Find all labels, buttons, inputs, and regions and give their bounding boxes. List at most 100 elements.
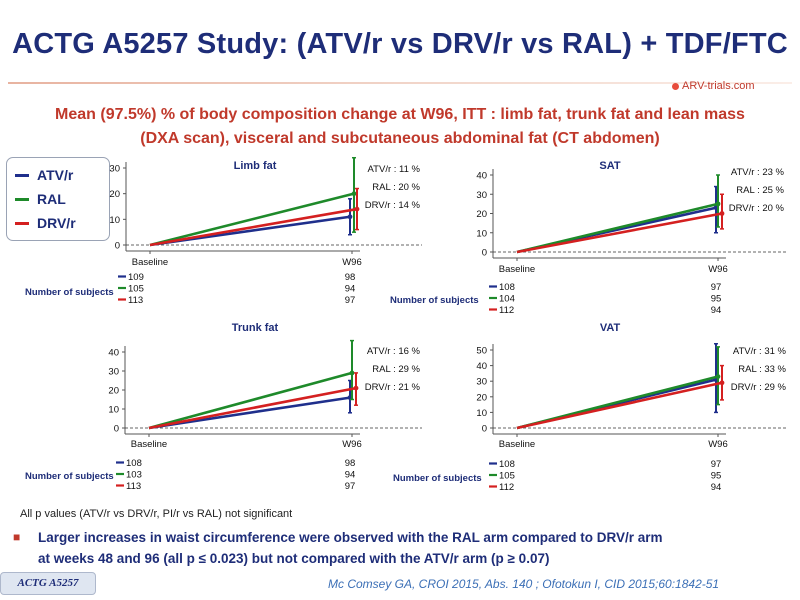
chart-3-line-drv <box>148 386 357 430</box>
bullet-line-1: Larger increases in waist circumference … <box>38 530 663 545</box>
chart-1-value-label-atv: ATV/r : 11 % <box>368 164 421 175</box>
chart-1-point-atv <box>347 214 353 220</box>
chart-1-value-label-drv: DRV/r : 14 % <box>365 200 421 211</box>
legend-label-ral: RAL <box>37 191 66 207</box>
p-value-note: All p values (ATV/r vs DRV/r, PI/r vs RA… <box>20 508 293 520</box>
chart-4-point-ral <box>715 374 721 379</box>
chart-3-y-tick-label: 10 <box>108 405 119 416</box>
chart-2-y-tick-label: 10 <box>476 228 487 239</box>
chart-2-point-drv <box>719 211 725 216</box>
title-divider <box>8 82 792 84</box>
chart-1-y-tick-label: 0 <box>115 241 120 252</box>
chart-1-y-tick-label: 10 <box>109 215 120 226</box>
chart-3-y-tick-label: 20 <box>108 386 119 397</box>
chart-3-line-ral <box>148 371 353 430</box>
chart-4-value-label-drv: DRV/r : 29 % <box>731 382 787 393</box>
chart-4-y-tick-label: 10 <box>476 408 487 419</box>
subtitle-line-1: Mean (97.5%) % of body composition chang… <box>55 106 745 123</box>
citation: Mc Comsey GA, CROI 2015, Abs. 140 ; Ofot… <box>328 577 720 591</box>
chart-3-x-tick-label-w96: W96 <box>342 439 362 450</box>
chart-1-line-drv <box>149 207 358 247</box>
chart-1-y-tick-label: 30 <box>109 164 120 175</box>
legend-label-atv: ATV/r <box>37 167 74 183</box>
chart-2-subjects-label: Number of subjects <box>390 295 479 306</box>
chart-4-subjects-w96-drv: 94 <box>711 482 722 493</box>
chart-3-subjects-w96-atv: 98 <box>345 458 356 469</box>
chart-1-subjects-baseline-atv: 109 <box>128 272 144 283</box>
chart-3-point-ral <box>349 370 355 376</box>
chart-3-subjects-label: Number of subjects <box>25 471 114 482</box>
conclusion-bullet: Larger increases in waist circumference … <box>38 527 773 569</box>
logo-dot-icon <box>672 82 679 90</box>
chart-1-point-drv <box>354 206 360 212</box>
page-title: ACTG A5257 Study: (ATV/r vs DRV/r vs RAL… <box>12 28 788 60</box>
legend-label-drv: DRV/r <box>37 215 76 231</box>
chart-3-value-label-atv: ATV/r : 16 % <box>367 346 421 357</box>
chart-3-subjects-w96-ral: 94 <box>345 470 356 481</box>
chart-1-y-tick-label: 20 <box>109 189 120 200</box>
chart-3-line-atv <box>148 396 351 430</box>
legend-swatch-atv <box>15 173 29 177</box>
chart-3-x-tick-label-baseline: Baseline <box>131 439 167 450</box>
chart-4-subjects-baseline-drv: 112 <box>499 482 514 493</box>
legend-swatch-drv <box>15 221 29 225</box>
chart-1-line-ral <box>149 192 355 247</box>
chart-4-subjects-baseline-ral: 105 <box>499 471 515 482</box>
chart-4-x-tick-label-w96: W96 <box>708 439 728 450</box>
chart-3-value-label-drv: DRV/r : 21 % <box>365 382 421 393</box>
chart-1-title: Limb fat <box>234 160 277 172</box>
chart-1-point-ral <box>351 191 357 197</box>
chart-1-x-tick-label-baseline: Baseline <box>132 257 168 268</box>
chart-2-subjects-baseline-drv: 112 <box>499 305 514 316</box>
chart-1-x-tick-label-w96: W96 <box>342 257 362 268</box>
chart-2-y-tick-label: 40 <box>476 171 487 182</box>
chart-1-subjects-baseline-drv: 113 <box>128 295 143 306</box>
chart-2-subjects-w96-ral: 95 <box>711 294 722 305</box>
chart-3-subjects-baseline-drv: 113 <box>126 481 141 492</box>
bullet-line-2: at weeks 48 and 96 (all p ≤ 0.023) but n… <box>38 551 550 566</box>
chart-3-title: Trunk fat <box>232 322 279 334</box>
chart-4-line-drv <box>516 381 723 430</box>
legend-item-atv: ATV/r <box>15 164 73 186</box>
chart-3-value-label-ral: RAL : 29 % <box>372 364 420 375</box>
chart-4-y-tick-label: 30 <box>476 377 487 388</box>
chart-2-point-ral <box>715 201 721 207</box>
chart-3-subjects-w96-drv: 97 <box>345 481 356 492</box>
chart-2-subjects-w96-atv: 97 <box>711 282 722 293</box>
chart-2-y-tick-label: 0 <box>482 248 487 259</box>
legend-swatch-ral <box>15 197 29 201</box>
chart-4-value-label-ral: RAL : 33 % <box>738 364 786 375</box>
chart-2-y-tick-label: 30 <box>476 190 487 201</box>
chart-4-subjects-baseline-atv: 108 <box>499 459 515 470</box>
chart-2-line-drv <box>516 212 723 254</box>
chart-2-value-label-drv: DRV/r : 20 % <box>729 203 785 214</box>
chart-4-y-tick-label: 40 <box>476 361 487 372</box>
chart-1-subjects-baseline-ral: 105 <box>128 284 144 295</box>
chart-2-x-tick-label-baseline: Baseline <box>499 264 535 275</box>
chart-4-y-tick-label: 20 <box>476 392 487 403</box>
chart-2-value-label-ral: RAL : 25 % <box>736 185 784 196</box>
chart-2-title: SAT <box>599 160 620 172</box>
chart-4-point-drv <box>719 380 725 386</box>
arv-trials-logo[interactable]: ARV-trials.com <box>672 80 755 92</box>
logo-text: ARV-trials.com <box>682 80 755 92</box>
chart-4-y-tick-label: 50 <box>476 346 487 357</box>
chart-1-subjects-w96-atv: 98 <box>345 272 356 283</box>
chart-2-line-ral <box>516 202 719 254</box>
chart-2-y-tick-label: 20 <box>476 209 487 220</box>
legend-item-drv: DRV/r <box>15 212 76 234</box>
chart-4-y-tick-label: 0 <box>482 424 487 435</box>
chart-2-subjects-baseline-ral: 104 <box>499 294 515 305</box>
chart-3-point-drv <box>353 385 359 391</box>
slide-subtitle: Mean (97.5%) % of body composition chang… <box>20 103 780 151</box>
chart-3-y-tick-label: 40 <box>108 348 119 359</box>
chart-3-subjects-baseline-atv: 108 <box>126 458 142 469</box>
chart-4-subjects-w96-atv: 97 <box>711 459 722 470</box>
legend-item-ral: RAL <box>15 188 66 210</box>
study-tag: ACTG A5257 <box>0 572 96 595</box>
chart-2-subjects-w96-drv: 94 <box>711 305 722 316</box>
chart-3-y-tick-label: 0 <box>114 424 119 435</box>
chart-4-subjects-label: Number of subjects <box>393 473 482 484</box>
bullet-square-icon: ■ <box>13 530 21 544</box>
